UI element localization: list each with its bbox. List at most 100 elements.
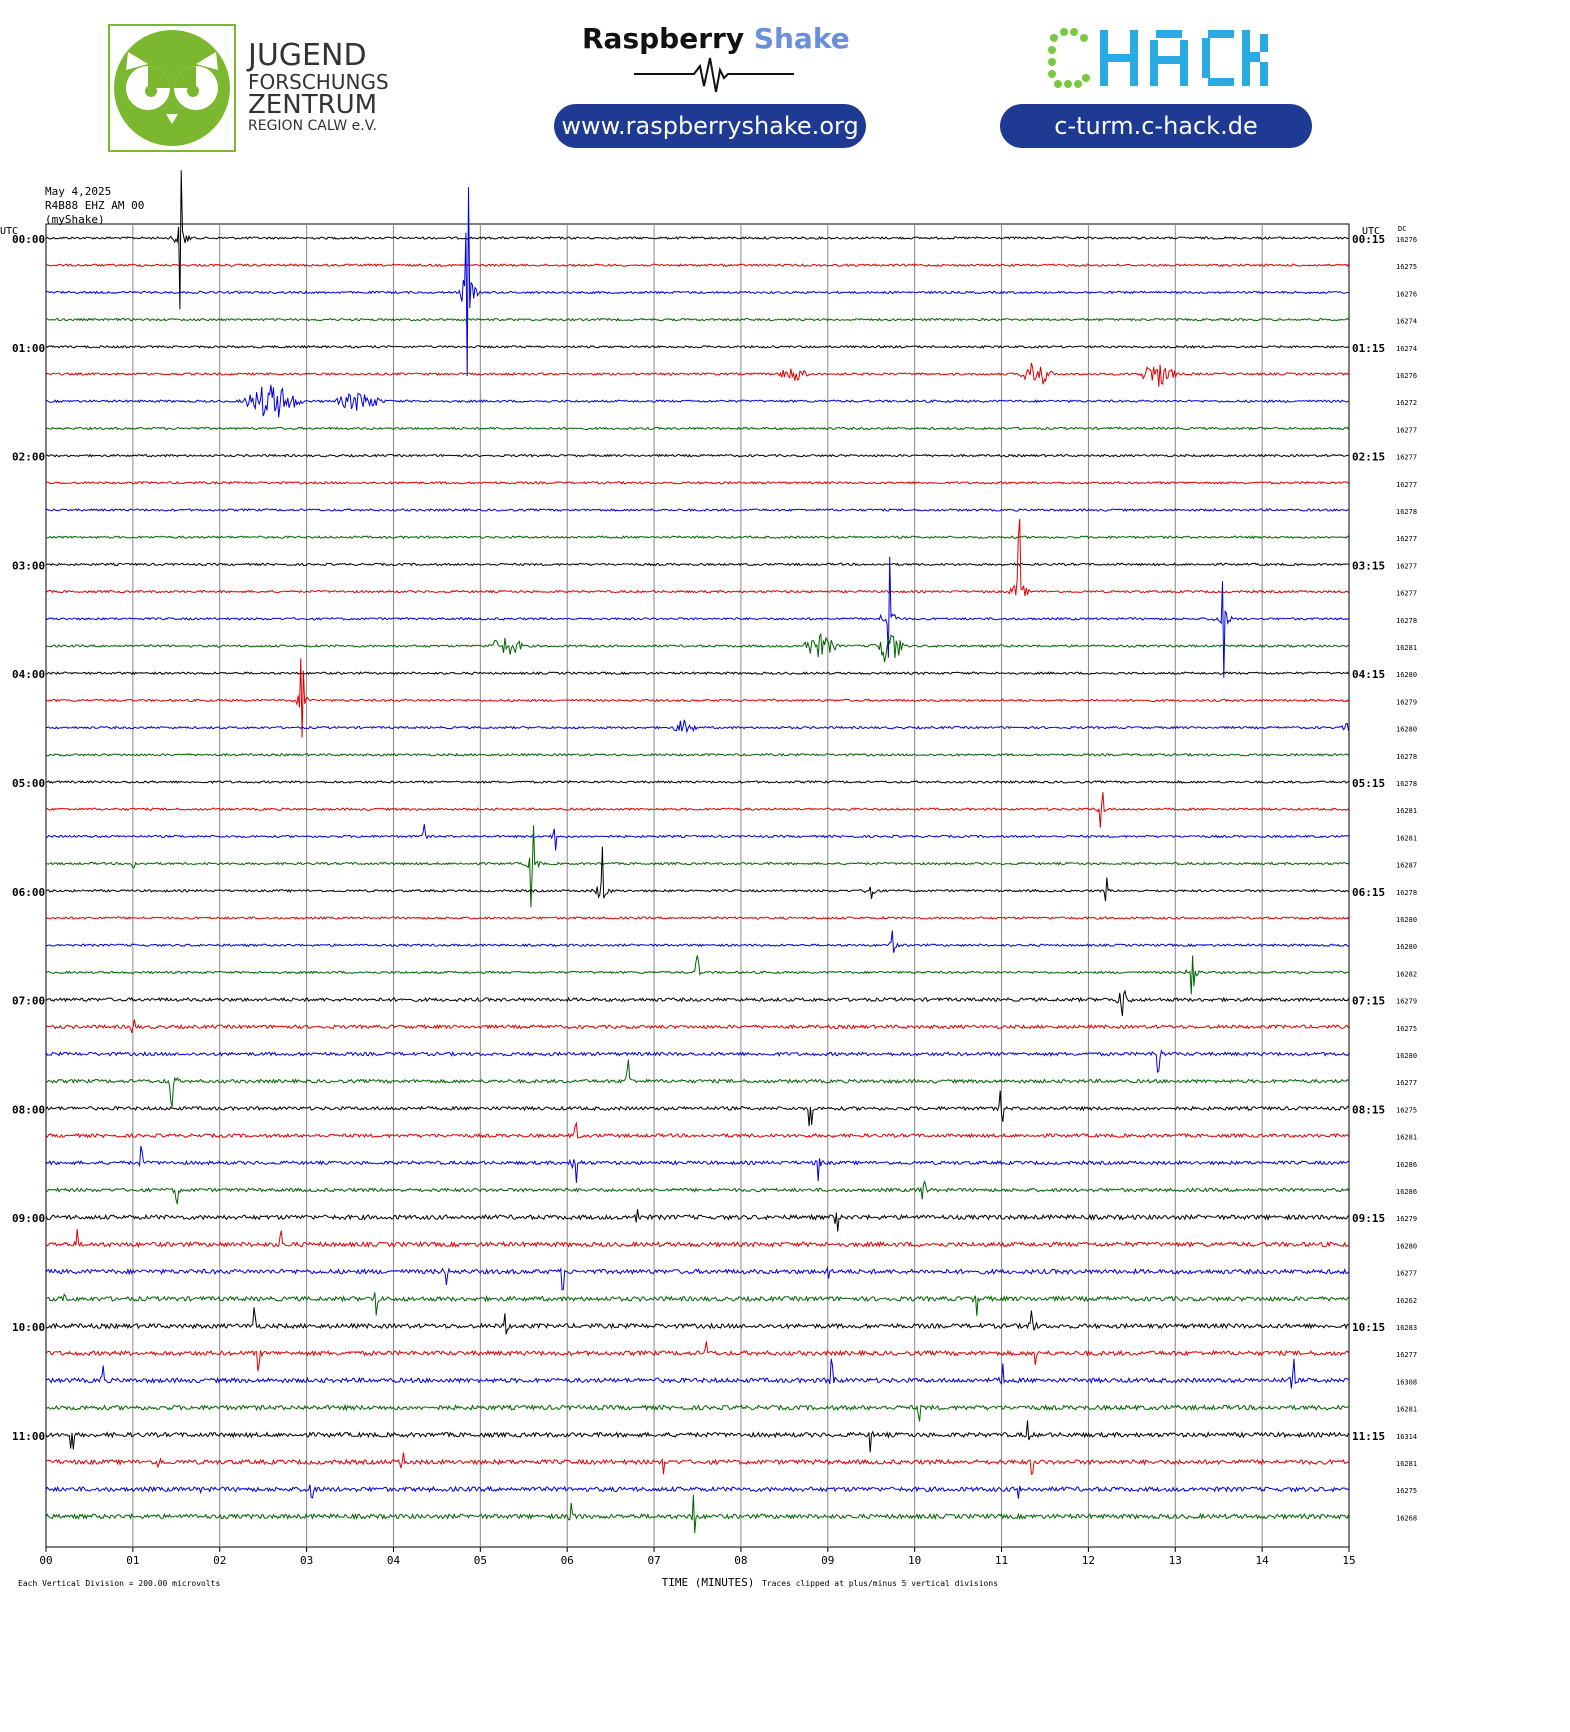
trace-row [45,658,1349,738]
dc-value-label: 16277 [1396,454,1417,462]
station-meta: May 4,2025 R4B88 EHZ AM 00 (myShake) [45,184,144,227]
dc-value-label: 16280 [1396,1052,1417,1060]
trace-row [45,1121,1350,1139]
x-tick-label: 14 [1256,1554,1270,1567]
raspberryshake-url-button[interactable]: www.raspberryshake.org [554,104,866,148]
trace-row [45,779,1349,785]
right-utc-label: UTC [1362,226,1380,237]
x-tick-label: 12 [1082,1554,1095,1567]
chack-logo [1046,26,1276,90]
owl-icon [108,24,236,152]
x-tick-label: 05 [474,1554,487,1567]
jfz-line2: FORSCHUNGS [248,70,389,94]
trace-row [45,846,1349,902]
dc-value-label: 16268 [1396,1514,1417,1522]
dc-value-label: 16272 [1396,399,1417,407]
trace-row [45,562,1349,567]
trace-row [45,1452,1349,1476]
dc-value-label: 16277 [1396,590,1417,598]
trace-row [45,362,1349,387]
jfz-line3: ZENTRUM [248,90,378,120]
left-hour-label: 08:00 [12,1103,45,1116]
trace-row [45,480,1349,485]
raspberry-word: Raspberry [582,22,745,55]
dc-header-label: DC [1398,225,1406,233]
x-tick-label: 04 [387,1554,401,1567]
trace-row [45,535,1349,540]
dc-value-label: 16308 [1396,1378,1417,1386]
x-tick-label: 15 [1342,1554,1355,1567]
shake-word: Shake [753,22,850,55]
trace-row [45,556,1349,678]
dc-value-label: 16283 [1396,1324,1417,1332]
dc-value-label: 16276 [1396,236,1417,244]
trace-row [46,719,1350,734]
trace-row [45,1358,1349,1389]
x-axis-title: TIME (MINUTES) [662,1576,755,1589]
trace-row [45,1209,1350,1232]
x-tick-label: 02 [213,1554,226,1567]
left-hour-label: 01:00 [12,342,45,355]
dc-value-label: 16275 [1396,1487,1417,1495]
date-label: May 4,2025 [45,185,112,198]
x-tick-label: 08 [734,1554,747,1567]
raspberry-shake-logo: Raspberry Shake [560,20,860,100]
trace-row [45,187,1349,377]
trace-row [45,1019,1350,1034]
trace-row [45,1145,1349,1183]
left-utc-label: UTC [0,226,18,237]
station-label: R4B88 EHZ AM 00 [45,199,145,212]
dc-value-label: 16276 [1396,290,1417,298]
left-hour-label: 06:00 [12,886,45,899]
right-hour-label: 00:15 [1352,233,1385,246]
dc-value-label: 16281 [1396,1134,1417,1142]
trace-row [45,955,1349,995]
right-hour-label: 07:15 [1352,995,1385,1008]
seismogram-icon [634,57,794,93]
x-tick-label: 03 [300,1554,313,1567]
right-hour-label: 11:15 [1352,1430,1385,1443]
trace-row [45,823,1349,851]
x-tick-label: 01 [126,1554,139,1567]
jfz-line4: REGION CALW e.V. [248,118,377,134]
left-hour-label: 05:00 [12,777,45,790]
trace-row [45,1307,1349,1335]
dc-value-label: 16281 [1396,807,1417,815]
dc-value-label: 16275 [1396,1025,1417,1033]
dc-value-label: 16282 [1396,970,1417,978]
trace-row [45,1484,1349,1499]
left-hour-label: 04:00 [12,668,45,681]
trace-row [45,1266,1349,1291]
dc-value-label: 16278 [1396,617,1417,625]
left-hour-label: 09:00 [12,1212,45,1225]
dc-value-label: 16277 [1396,562,1417,570]
dc-value-label: 16280 [1396,1242,1417,1250]
jfz-line1: JUGEND [248,38,367,73]
trace-row [45,825,1349,908]
dc-value-label: 16279 [1396,998,1417,1006]
trace-row [45,1059,1349,1107]
dc-value-label: 16314 [1396,1433,1417,1441]
right-hour-label: 10:15 [1352,1321,1385,1334]
dc-value-label: 16281 [1396,834,1417,842]
trace-row [45,1292,1349,1316]
trace-row [45,792,1349,828]
dc-value-label: 16275 [1396,1106,1417,1114]
x-tick-label: 09 [821,1554,834,1567]
chack-url-button[interactable]: c-turm.c-hack.de [1000,104,1312,148]
trace-row [45,263,1349,268]
dc-value-label: 16278 [1396,780,1417,788]
dc-value-label: 16280 [1396,671,1417,679]
trace-row [45,632,1349,663]
trace-row [46,317,1349,322]
trace-row [45,426,1350,431]
trace-row [45,1494,1350,1534]
trace-row [45,1049,1350,1074]
trace-row [45,518,1349,597]
dc-value-label: 16280 [1396,916,1417,924]
trace-row [45,1420,1350,1453]
trace-row [45,671,1350,676]
dc-value-label: 16277 [1396,481,1417,489]
right-hour-label: 01:15 [1352,342,1385,355]
dc-value-label: 16277 [1396,1270,1417,1278]
